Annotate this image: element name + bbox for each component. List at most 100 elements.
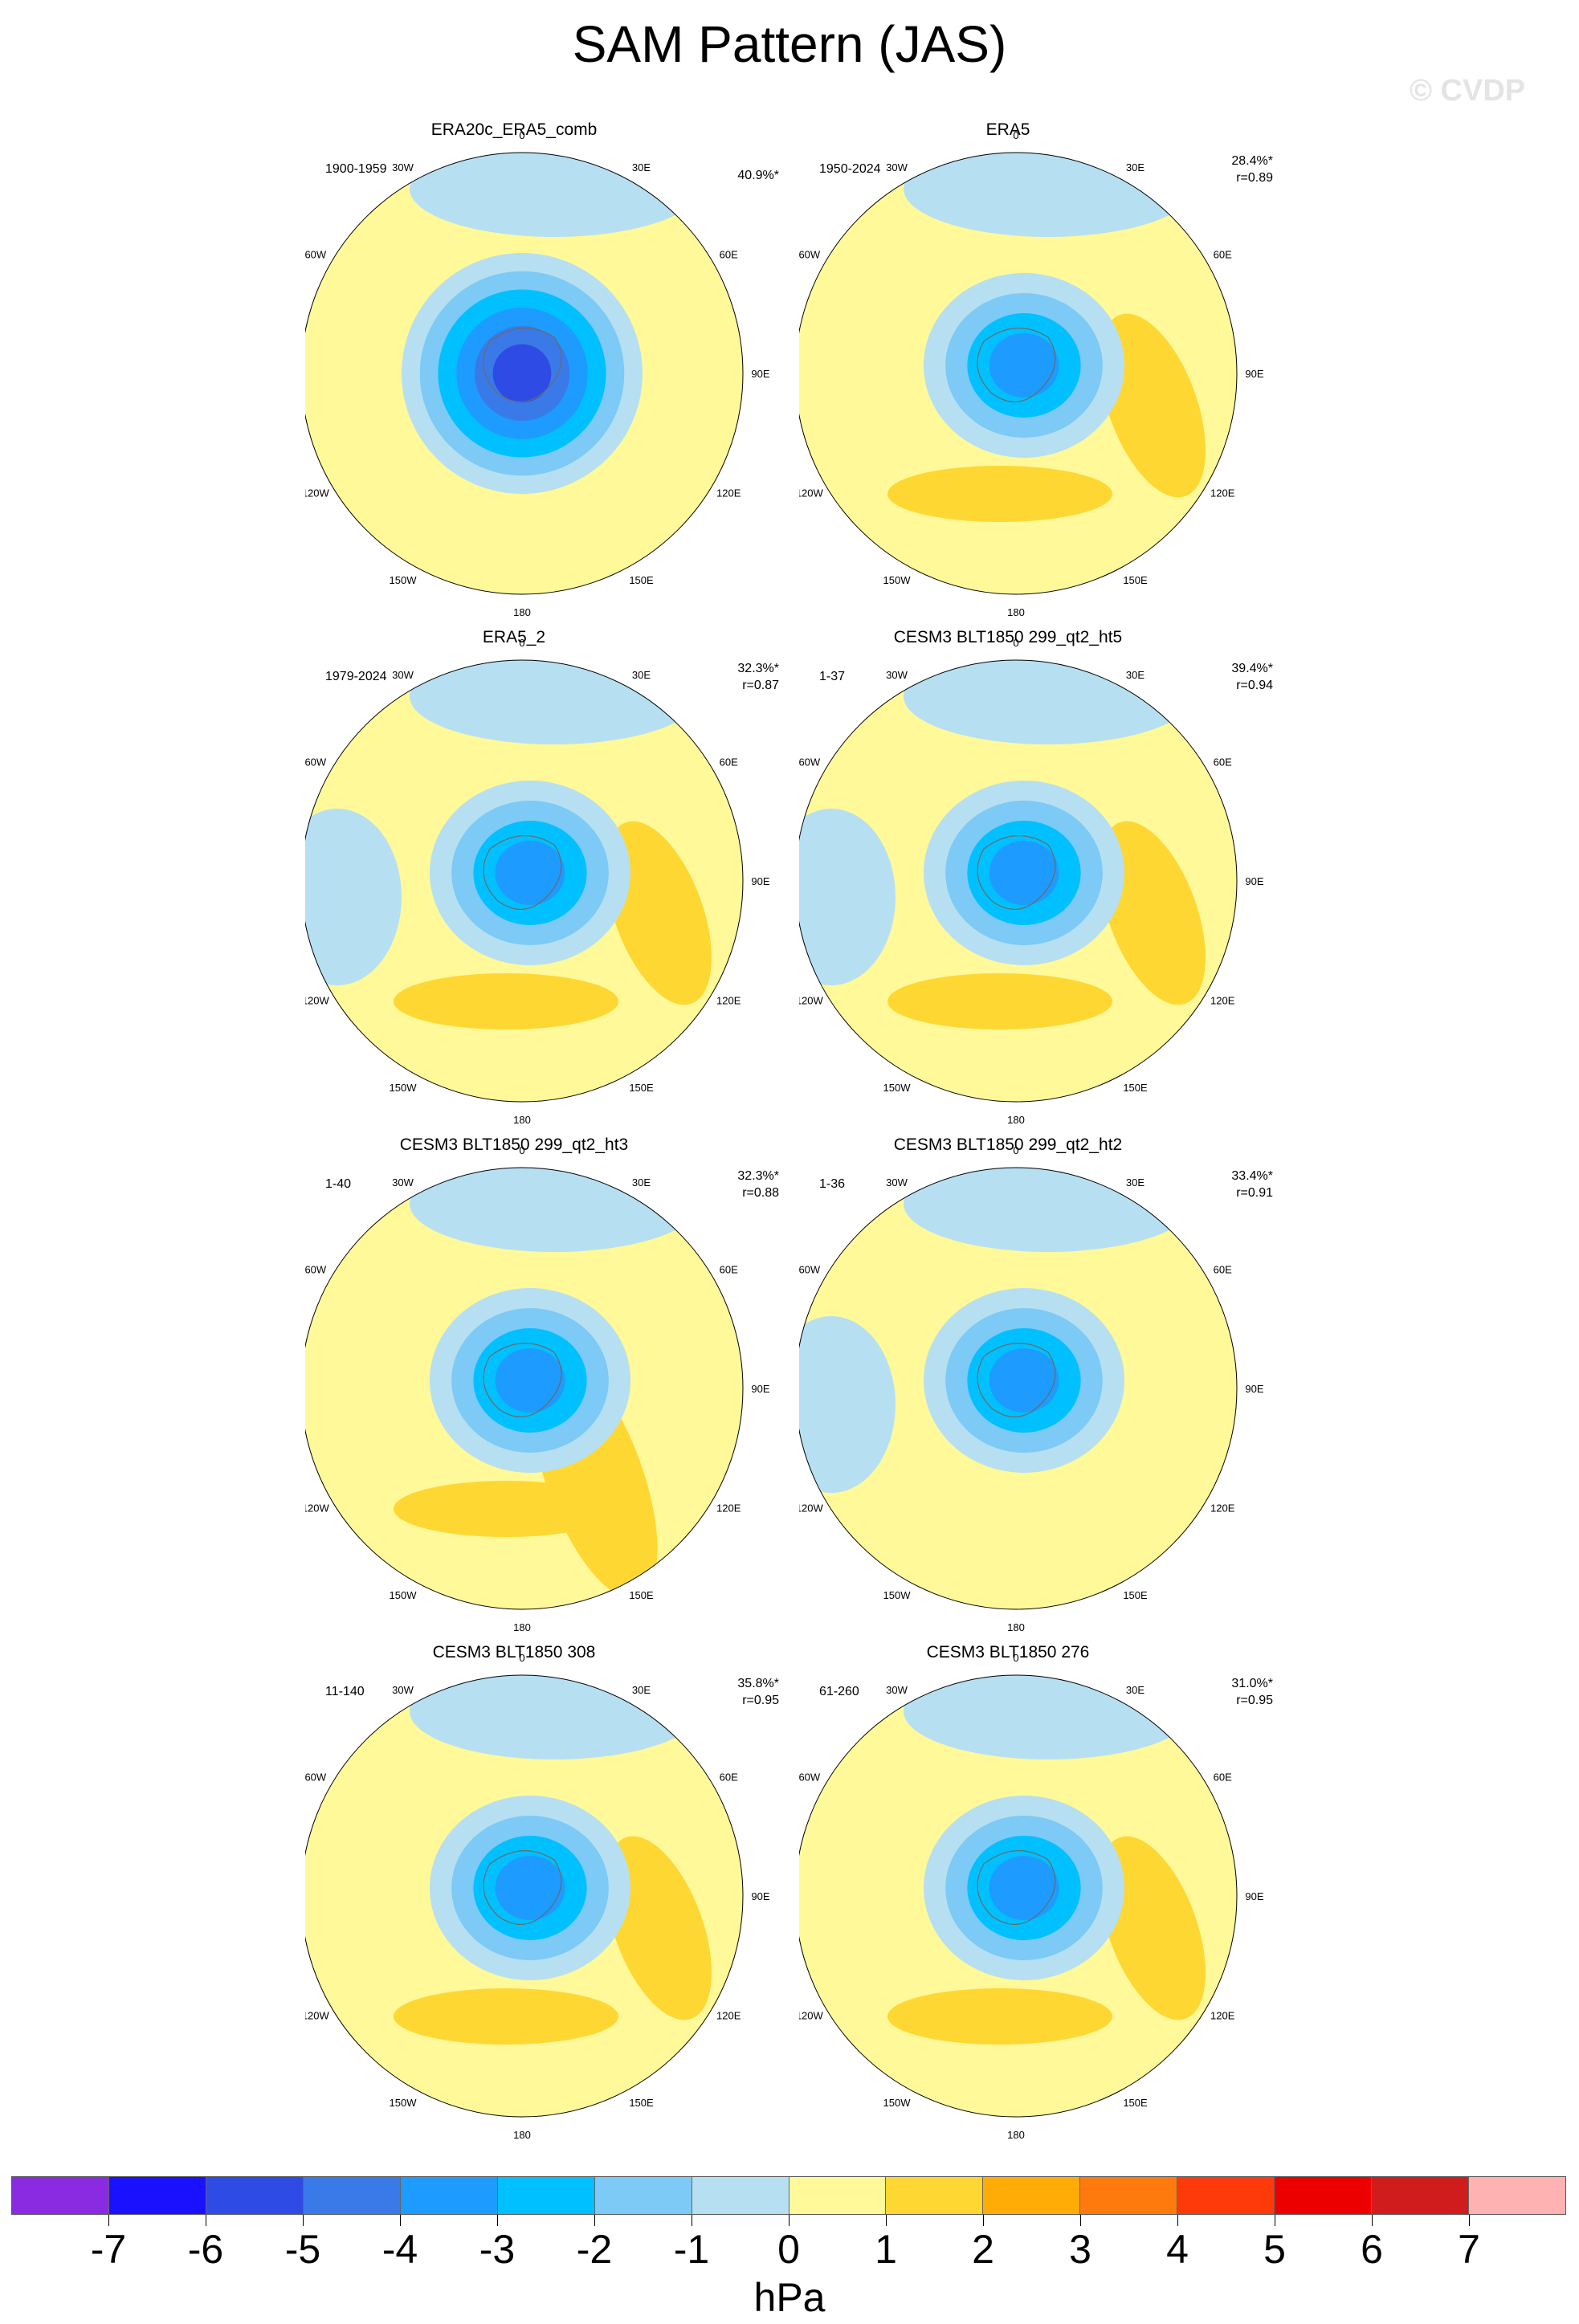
longitude-label: 150E (629, 574, 654, 586)
longitude-label: 120E (1210, 1502, 1235, 1515)
watermark-logo: © CVDP (1410, 74, 1526, 108)
longitude-label: 150E (629, 1589, 654, 1601)
panel-pattern-correlation: r=0.91 (1236, 1186, 1273, 1200)
longitude-label: 30W (886, 1684, 908, 1696)
longitude-label: 90E (751, 1890, 769, 1902)
longitude-label: 120E (716, 487, 741, 499)
field-positive-contour (887, 466, 1112, 522)
coastline-antarctica (977, 328, 1056, 402)
longitude-label: 30E (1126, 1176, 1144, 1189)
sam-map-panel: ERA20c_ERA5_comb 1900-1959 40.9%* 0 30E 60E 90… (305, 120, 1112, 634)
colorbar-tick (1468, 2215, 1470, 2226)
panel-period: 61-260 (819, 1685, 859, 1698)
field-negative-contour (989, 333, 1059, 398)
longitude-label: 120W (305, 1502, 329, 1515)
longitude-label: 150E (1123, 1589, 1148, 1601)
panel-pattern-correlation: r=0.94 (1236, 679, 1273, 692)
field-negative-contour (989, 1348, 1059, 1413)
colorbar-tick (302, 2215, 304, 2226)
colorbar-tick-label: -7 (90, 2227, 127, 2272)
longitude-label: 60W (799, 249, 821, 261)
colorbar-tick (1371, 2215, 1373, 2226)
colorbar-tick (108, 2215, 109, 2226)
panel-pattern-correlation: r=0.89 (1236, 171, 1273, 185)
longitude-label: 90E (1245, 1383, 1263, 1395)
longitude-label: 120E (1210, 487, 1235, 499)
longitude-label: 120E (1210, 995, 1235, 1007)
sam-map-panel: CESM3 BLT1850 299_qt2_ht5 1-37 39.4%* r=0.9… (799, 628, 1579, 1142)
colorbar-swatch (886, 2177, 984, 2214)
colorbar-swatch (692, 2177, 790, 2214)
sam-map-panel: CESM3 BLT1850 308 11-140 35.8%* r=0.95 0 30E 6… (305, 1643, 1112, 2157)
longitude-label: 150W (390, 1082, 418, 1094)
field-negative-patch (799, 1316, 896, 1493)
panel-title: CESM3 BLT1850 299_qt2_ht5 (893, 628, 1123, 646)
field-negative-contour (495, 1856, 565, 1920)
panel-title: CESM3 BLT1850 299_qt2_ht3 (399, 1135, 629, 1154)
colorbar-units: hPa (753, 2275, 826, 2320)
longitude-label: 90E (1245, 368, 1263, 380)
panel-explained-variance: 35.8%* (737, 1677, 779, 1690)
panel-explained-variance: 32.3%* (737, 662, 779, 675)
panel-title: ERA5_2 (482, 628, 546, 646)
field-negative-patch (305, 809, 402, 985)
field-positive-contour (887, 973, 1112, 1029)
panel-period: 1900-1959 (325, 162, 387, 176)
longitude-label: 120W (799, 995, 823, 1007)
longitude-label: 30E (632, 161, 651, 173)
longitude-label: 0 (519, 1144, 524, 1156)
coastline-antarctica (977, 1343, 1056, 1417)
longitude-label: 60E (1214, 756, 1232, 769)
colorbar-tick-label: -1 (673, 2227, 710, 2272)
map-boundary (799, 659, 1238, 1103)
field-positive-contour (394, 973, 618, 1029)
longitude-label: 90E (1245, 875, 1263, 887)
panel-title: ERA5 (985, 120, 1030, 139)
colorbar-swatch (1275, 2177, 1373, 2214)
longitude-label: 30E (632, 1684, 651, 1696)
colorbar-tick (982, 2215, 984, 2226)
longitude-label: 150E (629, 2097, 654, 2109)
colorbar-tick-label: 7 (1458, 2227, 1480, 2272)
field-negative-contour (495, 1348, 565, 1413)
map-boundary (305, 1674, 744, 2118)
longitude-label: 150W (390, 1589, 418, 1601)
longitude-label: 150E (1123, 1082, 1148, 1094)
longitude-label: 30W (886, 669, 908, 681)
panel-explained-variance: 28.4%* (1231, 154, 1273, 168)
colorbar-swatch (303, 2177, 401, 2214)
longitude-label: 30E (1126, 161, 1144, 173)
longitude-label: 60W (305, 249, 327, 261)
panel-period: 1-36 (819, 1177, 846, 1191)
longitude-label: 150E (629, 1082, 654, 1094)
colorbar-swatch (1177, 2177, 1275, 2214)
colorbar-tick (399, 2215, 401, 2226)
longitude-label: 30W (392, 1176, 414, 1189)
colorbar-tick-label: -5 (284, 2227, 321, 2272)
panel-period: 1979-2024 (325, 670, 387, 683)
colorbar-tick (788, 2215, 790, 2226)
coastline-antarctica (483, 1343, 562, 1417)
coastline-antarctica (483, 835, 562, 910)
map-boundary (799, 1167, 1238, 1610)
longitude-label: 60E (720, 1772, 738, 1784)
colorbar-tick-label: 5 (1263, 2227, 1286, 2272)
colorbar-swatch (108, 2177, 206, 2214)
longitude-label: 150E (1123, 2097, 1148, 2109)
longitude-label: 0 (519, 129, 524, 141)
longitude-label: 150W (883, 574, 912, 586)
colorbar-tick-label: 3 (1069, 2227, 1091, 2272)
longitude-label: 180 (1007, 2129, 1025, 2141)
longitude-label: 60W (799, 1772, 821, 1784)
longitude-label: 120W (305, 2010, 329, 2022)
colorbar-tick-label: 0 (777, 2227, 800, 2272)
longitude-label: 90E (751, 368, 769, 380)
field-negative-contour (495, 841, 565, 905)
longitude-label: 90E (1245, 1890, 1263, 1902)
colorbar-swatch (12, 2177, 109, 2214)
longitude-label: 120W (799, 487, 823, 499)
coastline-antarctica (483, 1850, 562, 1925)
longitude-label: 0 (519, 1652, 524, 1664)
longitude-label: 60W (799, 756, 821, 769)
longitude-label: 150W (883, 2097, 912, 2109)
